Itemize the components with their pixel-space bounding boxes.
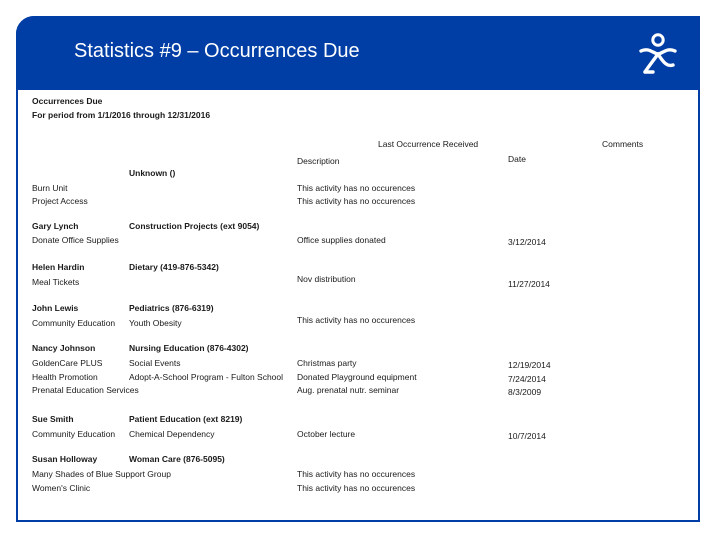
group-department: Unknown () <box>129 168 176 178</box>
row-date: 7/24/2014 <box>508 374 546 384</box>
row-description: Office supplies donated <box>297 235 386 245</box>
row-activity: Prenatal Education Services <box>32 385 139 395</box>
report-period: For period from 1/1/2016 through 12/31/2… <box>32 110 211 120</box>
row-date: 8/3/2009 <box>508 387 542 397</box>
report: Occurrences Due For period from 1/1/2016… <box>32 96 692 506</box>
header-bar <box>16 16 700 90</box>
header-date: Date <box>508 154 526 164</box>
row-subcategory: Social Events <box>129 358 181 368</box>
row-subcategory: Youth Obesity <box>129 318 182 328</box>
row-description: October lecture <box>297 429 356 439</box>
row-activity: Donate Office Supplies <box>32 235 119 245</box>
row-date: 12/19/2014 <box>508 360 551 370</box>
row-description: Nov distribution <box>297 274 356 284</box>
row-activity: Health Promotion <box>32 372 98 382</box>
group-department: Nursing Education (876-4302) <box>129 343 249 353</box>
row-description: This activity has no occurences <box>297 183 416 193</box>
row-description: Christmas party <box>297 358 357 368</box>
slide-title: Statistics #9 – Occurrences Due <box>74 40 360 62</box>
row-description: Donated Playground equipment <box>297 372 417 382</box>
group-name: John Lewis <box>32 303 79 313</box>
row-activity: Project Access <box>32 196 88 206</box>
person-figure-logo-icon <box>639 33 677 74</box>
header-last-occurrence: Last Occurrence Received <box>378 139 479 149</box>
row-date: 10/7/2014 <box>508 431 546 441</box>
group-department: Woman Care (876-5095) <box>129 454 225 464</box>
header-comments: Comments <box>602 139 644 149</box>
row-date: 11/27/2014 <box>508 279 550 289</box>
row-subcategory: Adopt-A-School Program - Fulton School <box>129 372 284 382</box>
row-activity: Community Education <box>32 429 116 439</box>
group-name: Nancy Johnson <box>32 343 96 353</box>
row-description: Aug. prenatal nutr. seminar <box>297 385 400 395</box>
slide-frame <box>16 16 700 522</box>
row-activity: GoldenCare PLUS <box>32 358 103 368</box>
group-department: Patient Education (ext 8219) <box>129 414 243 424</box>
group-department: Dietary (419-876-5342) <box>129 262 219 272</box>
row-subcategory: Chemical Dependency <box>129 429 215 439</box>
row-activity: Many Shades of Blue Support Group <box>32 469 171 479</box>
row-date: 3/12/2014 <box>508 237 546 247</box>
header-description: Description <box>297 156 340 166</box>
group-name: Susan Holloway <box>32 454 98 464</box>
row-description: This activity has no occurences <box>297 315 416 325</box>
row-activity: Women's Clinic <box>32 483 91 493</box>
row-description: This activity has no occurences <box>297 483 416 493</box>
group-name: Helen Hardin <box>32 262 85 272</box>
row-description: This activity has no occurences <box>297 196 416 206</box>
group-department: Construction Projects (ext 9054) <box>129 221 260 231</box>
row-description: This activity has no occurences <box>297 469 416 479</box>
row-activity: Burn Unit <box>32 183 68 193</box>
group-name: Gary Lynch <box>32 221 79 231</box>
row-activity: Meal Tickets <box>32 277 80 287</box>
group-department: Pediatrics (876-6319) <box>129 303 214 313</box>
group-name: Sue Smith <box>32 414 74 424</box>
report-title: Occurrences Due <box>32 96 103 106</box>
row-activity: Community Education <box>32 318 116 328</box>
